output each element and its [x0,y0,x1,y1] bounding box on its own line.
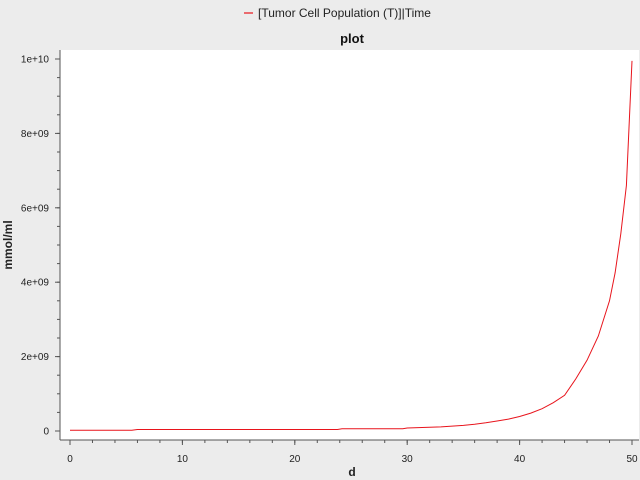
x-tick-label: 40 [514,454,526,465]
y-axis-label: mmol/ml [1,220,15,269]
y-tick-label: 0 [43,427,49,438]
axes: 0 2e+09 4e+09 6e+09 8e+09 1e+10 0 10 20 30 40 50 [21,50,639,465]
series-line [70,60,633,431]
y-tick-label: 2e+09 [21,352,50,363]
y-tick-label: 6e+09 [21,203,50,214]
x-tick-label: 0 [67,454,73,465]
legend: [Tumor Cell Population (T)]|Time [244,6,431,20]
x-tick-label: 30 [402,454,414,465]
x-tick-label: 50 [626,454,638,465]
x-tick-label: 20 [289,454,301,465]
y-tick-label: 8e+09 [21,129,50,140]
x-axis-label: d [348,465,355,479]
y-tick-label: 4e+09 [21,278,50,289]
x-tick-label: 10 [177,454,189,465]
plot-area [60,50,639,440]
legend-label: [Tumor Cell Population (T)]|Time [258,6,431,20]
chart-title: plot [340,31,364,46]
series-layer [70,60,633,431]
y-tick-label: 1e+10 [21,55,50,66]
